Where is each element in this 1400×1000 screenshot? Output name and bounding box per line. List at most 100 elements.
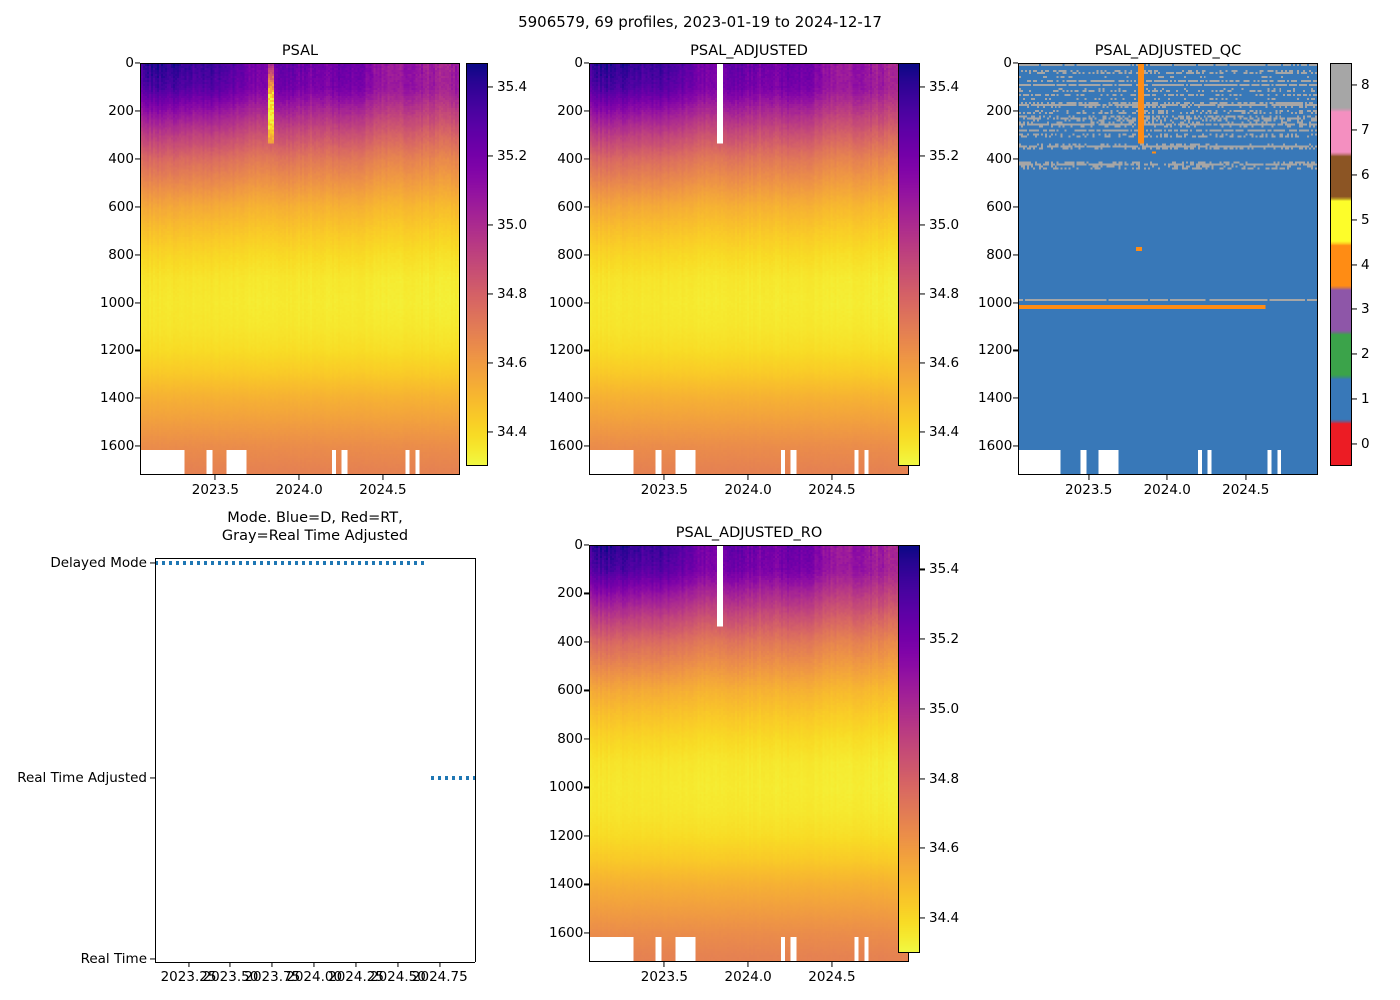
y-tick-label: 600 [986,198,1012,215]
y-tick-label: 200 [108,102,134,119]
x-tick-label: 2024.5 [1222,482,1270,498]
x-tick-label: 2024.5 [359,482,407,498]
y-tick-mark [135,62,140,64]
colorbar-tick-label: 34.6 [929,840,960,857]
colorbar-tick-label: 35.2 [497,148,528,164]
y-tick-label: 0 [125,55,134,71]
y-tick-mark [135,445,140,447]
x-tick-mark [1245,475,1247,480]
psal-heatmap [141,64,459,474]
y-tick-label: 1600 [978,438,1013,455]
y-tick-label: 1000 [978,294,1013,311]
colorbar-tick-mark [1352,308,1357,310]
y-tick-label: 1400 [100,390,135,407]
colorbar-tick-label: 34.8 [929,770,960,787]
colorbar-tick-label: 3 [1361,301,1370,318]
colorbar-tick-label: 35.4 [929,79,960,96]
colorbar-tick-label: 4 [1361,256,1370,273]
y-tick-mark [584,206,589,208]
qc-colorbar[interactable] [1330,63,1352,466]
y-tick-label: 400 [108,150,134,167]
colorbar-tick-label: 35.2 [929,148,960,164]
mode-y-tick-label: Real Time [80,950,147,967]
mode-y-tick-mark [150,958,155,960]
y-tick-mark [135,158,140,160]
colorbar-tick-mark [488,86,493,88]
psal-adjusted-heatmap-axes[interactable] [589,63,909,475]
x-tick-label: 2024.0 [724,482,772,498]
y-tick-mark [584,62,589,64]
y-tick-label: 400 [986,150,1012,167]
colorbar-tick-mark [488,431,493,433]
colorbar-tick-mark [1352,84,1357,86]
panel-psal-title: PSAL [281,43,319,59]
mode-y-tick-mark [150,562,155,564]
mode-top-spine [155,558,475,560]
colorbar-tick-mark [920,917,925,919]
colorbar-tick-label: 5 [1361,211,1370,228]
x-tick-mark [1166,475,1168,480]
x-tick-label: 2023.5 [640,482,689,498]
colorbar-tick-label: 35.4 [497,79,528,96]
y-tick-label: 800 [108,246,134,263]
x-tick-label: 2024.75 [411,969,468,985]
mode-axes[interactable] [155,558,475,962]
psal-heatmap-axes[interactable] [140,63,460,475]
colorbar-tick-label: 35.0 [929,700,960,717]
y-tick-label: 1400 [549,876,584,893]
x-tick-mark [439,962,441,967]
y-tick-label: 1600 [549,924,584,941]
x-tick-label: 2023.75 [244,969,301,985]
psal-adjusted-ro-colorbar[interactable] [898,545,920,953]
y-tick-label: 1600 [100,438,135,455]
colorbar-tick-mark [920,568,925,570]
y-tick-mark [1013,397,1018,399]
psal-adjusted-ro-heatmap [590,546,908,961]
psal-adjusted-qc-heatmap-axes[interactable] [1018,63,1318,475]
y-tick-mark [584,738,589,740]
y-tick-mark [1013,62,1018,64]
y-tick-mark [1013,206,1018,208]
y-tick-label: 1400 [978,390,1013,407]
y-tick-label: 1200 [549,342,584,359]
x-tick-label: 2024.0 [275,482,323,498]
y-tick-mark [584,544,589,546]
mode-left-spine [154,558,156,962]
y-tick-label: 200 [557,585,583,602]
y-tick-label: 800 [557,246,583,263]
y-tick-label: 0 [574,537,583,553]
psal-colorbar[interactable] [466,63,488,466]
x-tick-mark [747,962,749,967]
y-tick-mark [135,206,140,208]
x-tick-label: 2023.25 [160,969,217,985]
panel-psal: PSAL [140,43,460,475]
colorbar-tick-mark [920,293,925,295]
panel-mode-title: Mode. Blue=D, Red=RT, Gray=Real Time Adj… [221,510,409,544]
figure-suptitle: 5906579, 69 profiles, 2023-01-19 to 2024… [518,13,882,31]
x-tick-mark [187,962,190,967]
y-tick-label: 400 [557,150,583,167]
panel-psal-adjusted-qc: PSAL_ADJUSTED_QC [1018,43,1318,475]
colorbar-tick-mark [920,778,925,780]
colorbar-tick-label: 34.8 [929,285,960,302]
colorbar-tick-label: 0 [1361,435,1370,452]
psal-adjusted-ro-heatmap-axes[interactable] [589,545,909,962]
x-tick-label: 2024.25 [328,969,384,985]
mode-series-line [155,560,429,565]
colorbar-tick-mark [1352,174,1357,176]
y-tick-mark [135,254,140,256]
panel-psal-adjusted: PSAL_ADJUSTED [589,43,909,475]
x-tick-label: 2024.0 [724,969,772,985]
y-tick-label: 1000 [100,294,135,311]
psal-adjusted-colorbar[interactable] [898,63,920,466]
panel-psal-adjusted-title: PSAL_ADJUSTED [690,43,808,59]
y-tick-label: 1600 [549,438,584,455]
y-tick-label: 0 [1003,55,1012,71]
colorbar-tick-label: 1 [1361,390,1370,407]
y-tick-label: 200 [986,102,1012,119]
x-tick-mark [355,962,357,967]
colorbar-tick-mark [920,638,925,640]
colorbar-tick-mark [1352,129,1357,131]
x-tick-label: 2024.50 [370,969,426,985]
colorbar-tick-mark [920,847,925,849]
